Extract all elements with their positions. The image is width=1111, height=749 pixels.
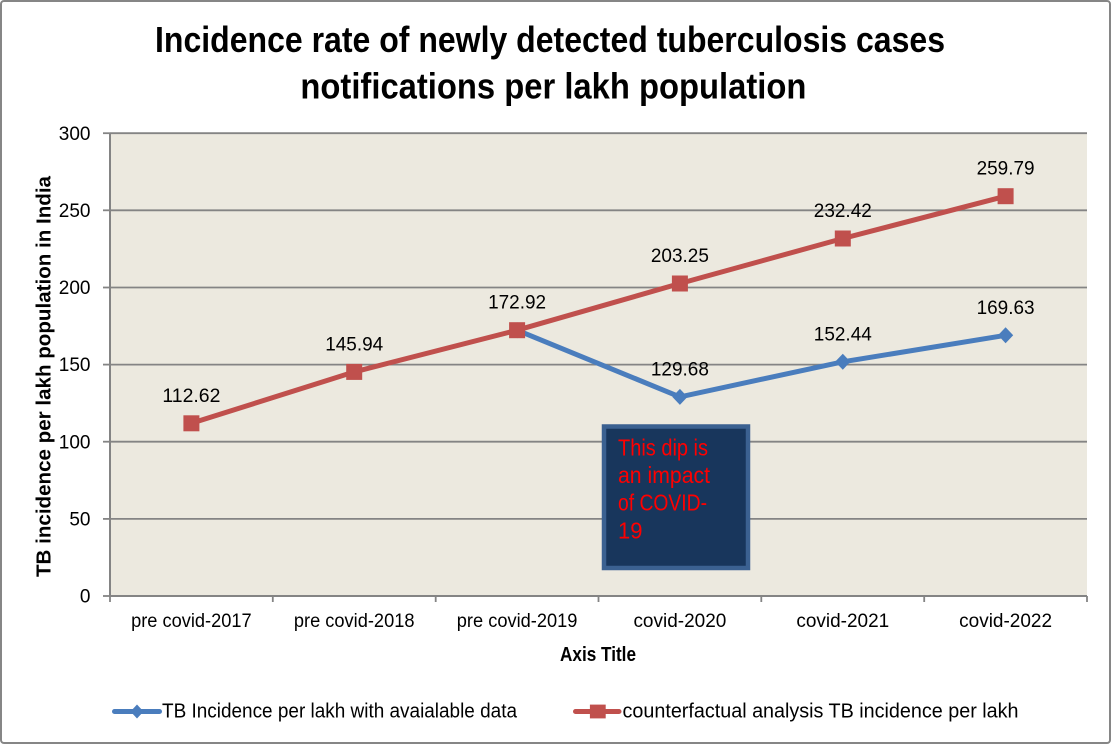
svg-text:TB Incidence per lakh with ava: TB Incidence per lakh with avaialable da… xyxy=(162,701,518,723)
svg-text:232.42: 232.42 xyxy=(814,201,872,222)
svg-text:notifications per lakh populat: notifications per lakh population xyxy=(300,65,806,106)
svg-text:pre covid-2018: pre covid-2018 xyxy=(294,611,415,632)
svg-text:Axis Title: Axis Title xyxy=(560,644,636,666)
svg-text:counterfactual analysis TB inc: counterfactual analysis TB incidence per… xyxy=(623,701,1019,723)
svg-text:100: 100 xyxy=(59,432,91,453)
svg-text:19: 19 xyxy=(618,517,643,543)
svg-text:0: 0 xyxy=(80,587,91,608)
svg-text:129.68: 129.68 xyxy=(651,359,709,380)
svg-text:of COVID-: of COVID- xyxy=(618,490,707,516)
svg-text:TB incidence per lakh populat: TB incidence per lakh population in Indi… xyxy=(34,175,56,577)
svg-text:300: 300 xyxy=(59,124,91,145)
svg-text:pre covid-2017: pre covid-2017 xyxy=(131,611,252,632)
svg-text:50: 50 xyxy=(69,510,90,531)
svg-text:This dip is: This dip is xyxy=(618,435,708,461)
svg-text:pre covid-2019: pre covid-2019 xyxy=(457,611,578,632)
svg-text:covid-2021: covid-2021 xyxy=(796,611,889,632)
svg-text:200: 200 xyxy=(59,278,91,299)
svg-text:covid-2020: covid-2020 xyxy=(633,611,726,632)
svg-text:152.44: 152.44 xyxy=(814,324,872,345)
svg-text:an impact: an impact xyxy=(618,462,711,488)
svg-text:259.79: 259.79 xyxy=(977,159,1035,180)
svg-text:150: 150 xyxy=(59,355,91,376)
svg-text:covid-2022: covid-2022 xyxy=(959,611,1052,632)
svg-text:145.94: 145.94 xyxy=(325,334,383,355)
svg-text:Incidence rate of newly detect: Incidence rate of newly detected tubercu… xyxy=(155,19,945,60)
svg-text:169.63: 169.63 xyxy=(977,298,1035,319)
svg-text:172.92: 172.92 xyxy=(488,293,546,314)
svg-text:203.25: 203.25 xyxy=(651,246,709,267)
svg-text:250: 250 xyxy=(59,201,91,222)
svg-text:112.62: 112.62 xyxy=(162,386,220,407)
